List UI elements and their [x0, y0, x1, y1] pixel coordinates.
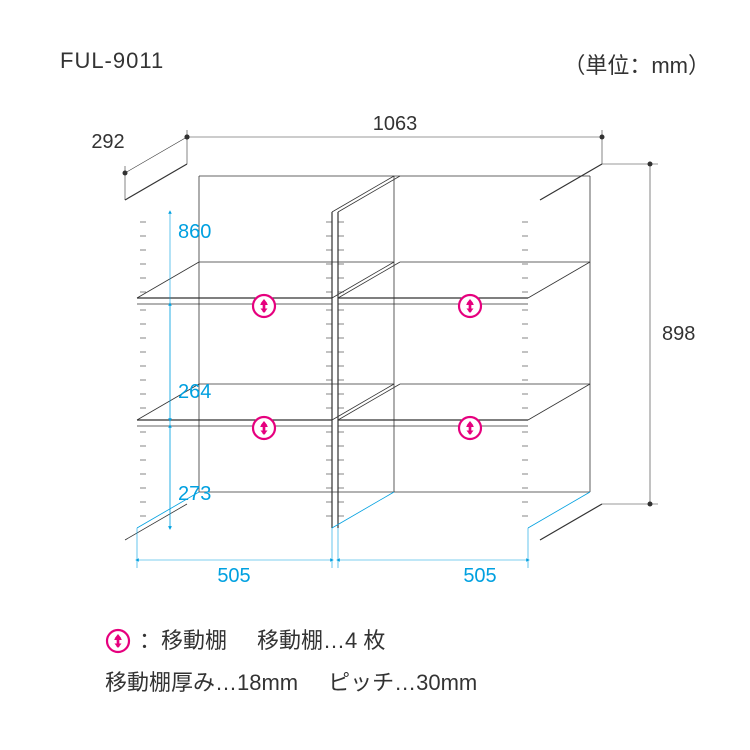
dim-height-value: 898	[662, 323, 695, 345]
dim-width: 1063	[185, 113, 605, 164]
legend: ：移動棚 移動棚…4 枚 移動棚厚み…18mm ピッチ…30mm	[105, 620, 477, 704]
dim-height: 898	[602, 162, 695, 507]
shelf-marker-icon	[105, 628, 131, 654]
dim-inner-height: 860	[170, 212, 211, 528]
dim-inner-height-value: 860	[178, 221, 211, 243]
dim-comp-right: 505	[338, 528, 528, 587]
shelf-markers	[253, 295, 481, 439]
dim-comp-right-value: 505	[463, 565, 496, 587]
legend-thickness: 移動棚厚み…18mm	[105, 662, 298, 704]
dim-comp-left: 505	[137, 528, 332, 587]
dim-width-value: 1063	[373, 113, 418, 135]
dim-comp-left-value: 505	[217, 565, 250, 587]
dim-depth-value: 292	[91, 131, 124, 153]
dim-mid-value: 264	[178, 381, 211, 403]
legend-shelf-count: 移動棚…4 枚	[257, 620, 385, 662]
dim-depth: 292	[91, 131, 189, 200]
dim-bottom-value: 273	[178, 483, 211, 505]
dim-mid-opening: 264	[170, 304, 211, 420]
legend-pitch: ピッチ…30mm	[328, 662, 477, 704]
dim-bottom: 273	[170, 426, 211, 528]
back-face	[187, 164, 602, 504]
legend-marker-means: ：移動棚	[139, 620, 227, 662]
peg-holes	[140, 222, 528, 516]
